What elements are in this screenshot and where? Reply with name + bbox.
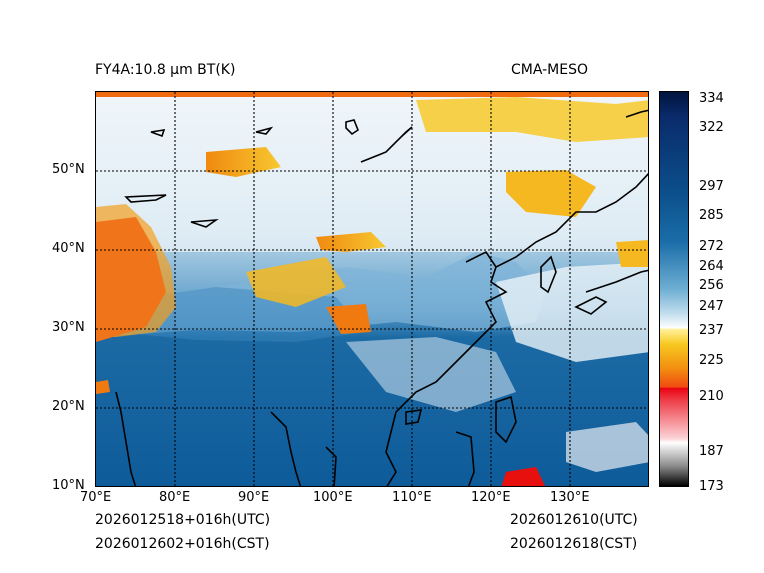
cloud-south: [346, 337, 516, 412]
lon-label-90e: 90°E: [238, 490, 270, 505]
cbar-label-256: 256: [699, 278, 724, 293]
lat-label-30n: 30°N: [52, 320, 85, 335]
satellite-map: [95, 91, 649, 487]
lon-label-100e: 100°E: [313, 490, 353, 505]
valid-time-utc: 2026012610(UTC): [510, 512, 638, 528]
lon-label-110e: 110°E: [392, 490, 432, 505]
cbar-label-272: 272: [699, 239, 724, 254]
cbar-label-264: 264: [699, 259, 724, 274]
lon-label-80e: 80°E: [159, 490, 191, 505]
cbar-label-210: 210: [699, 389, 724, 404]
valid-time-cst: 2026012618(CST): [510, 536, 638, 552]
cbar-label-173: 173: [699, 479, 724, 494]
colorbar: [659, 91, 689, 487]
cbar-label-334: 334: [699, 91, 724, 106]
cloud-ne-top: [416, 97, 648, 142]
graticule: [96, 92, 648, 486]
cbar-label-297: 297: [699, 179, 724, 194]
cloud-central-3: [246, 257, 346, 307]
cbar-label-187: 187: [699, 444, 724, 459]
cloud-north-edge: [96, 92, 648, 97]
cloud-sw-dot: [96, 380, 110, 394]
cloud-tropics-red: [501, 467, 546, 486]
cbar-label-285: 285: [699, 208, 724, 223]
lat-label-10n: 10°N: [52, 478, 85, 493]
lat-label-40n: 40°N: [52, 241, 85, 256]
coastlines: [115, 109, 648, 486]
lon-label-130e: 130°E: [550, 490, 590, 505]
lat-label-20n: 20°N: [52, 399, 85, 414]
init-time-cst: 2026012602+016h(CST): [95, 536, 270, 552]
lon-label-120e: 120°E: [471, 490, 511, 505]
cloud-tropics: [566, 422, 648, 472]
init-time-utc: 2026012518+016h(UTC): [95, 512, 271, 528]
cloud-central-1: [206, 147, 281, 177]
cloud-ne-mid: [506, 170, 596, 217]
cbar-label-322: 322: [699, 120, 724, 135]
lon-label-70e: 70°E: [80, 490, 112, 505]
cloud-central-4: [326, 304, 371, 334]
cold-cloud-west-edge: [96, 204, 176, 342]
product-title: FY4A:10.8 μm BT(K): [95, 62, 236, 78]
colorbar-gradient: [660, 92, 688, 486]
cbar-label-225: 225: [699, 353, 724, 368]
model-title: CMA-MESO: [511, 62, 589, 78]
cbar-label-247: 247: [699, 299, 724, 314]
map-canvas: [96, 92, 648, 486]
cloud-ne-east: [616, 240, 648, 267]
cloud-east: [496, 262, 648, 362]
cbar-label-237: 237: [699, 323, 724, 338]
lat-label-50n: 50°N: [52, 162, 85, 177]
